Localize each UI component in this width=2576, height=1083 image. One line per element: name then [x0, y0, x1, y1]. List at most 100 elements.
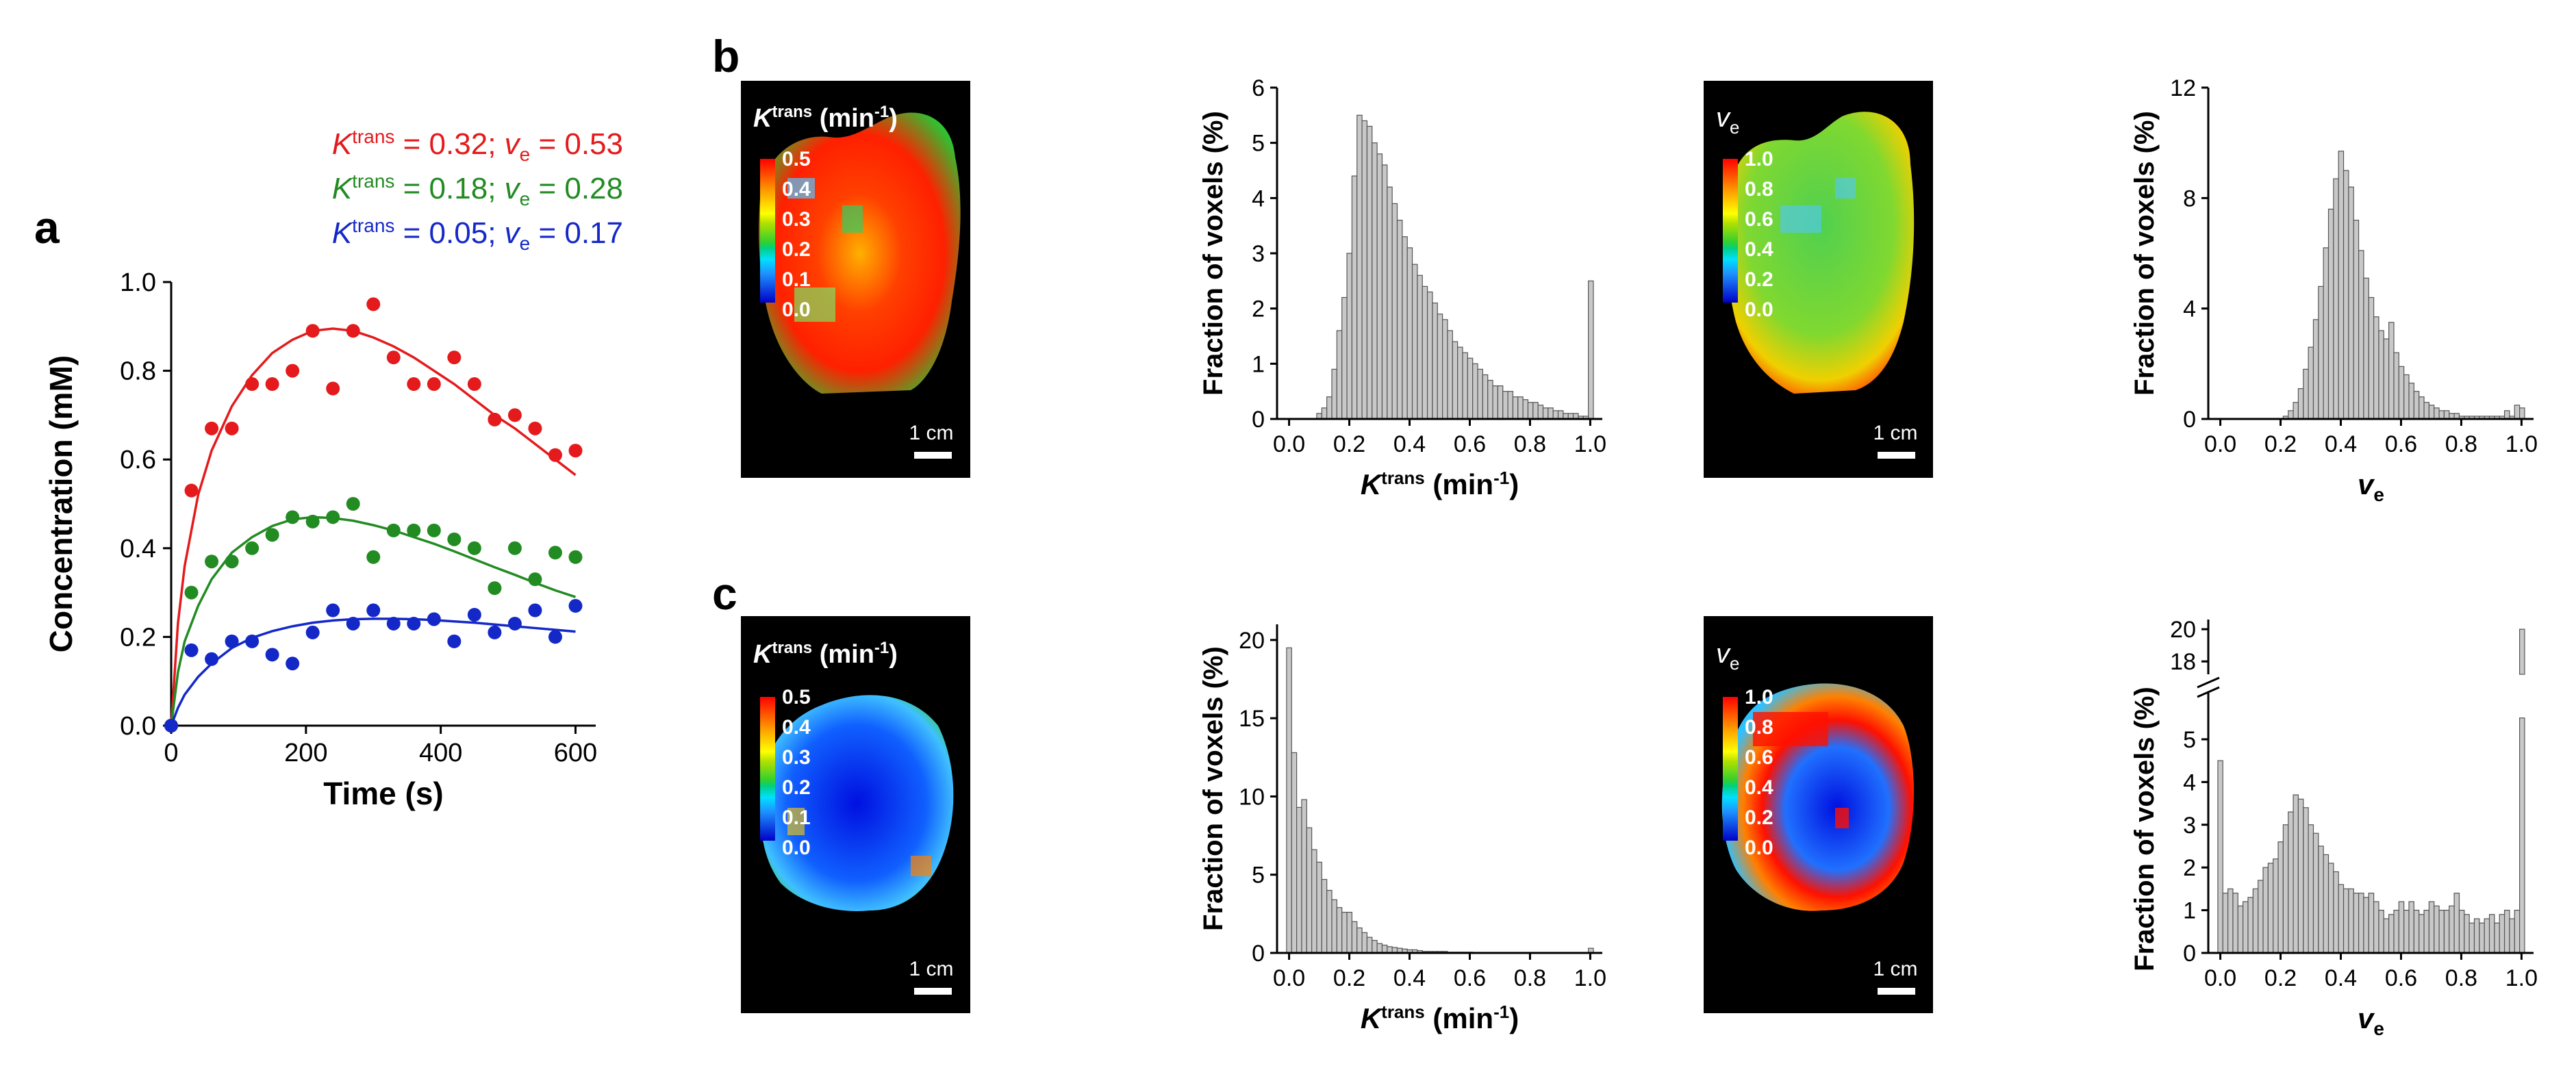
- scale-label: 0.2: [782, 238, 811, 261]
- histogram-bar: [2413, 391, 2420, 420]
- histogram-bar: [1372, 940, 1378, 954]
- histogram-bar: [2297, 388, 2304, 420]
- histogram-bar: [1548, 407, 1554, 420]
- histogram-bar: [1452, 341, 1459, 420]
- histogram-bar: [2247, 897, 2253, 954]
- histogram-bar: [1432, 303, 1438, 420]
- data-point: [184, 585, 199, 600]
- x-tick-label: 0.2: [1333, 431, 1365, 457]
- scale-bar: [914, 452, 952, 459]
- histogram-bar: [2308, 824, 2314, 954]
- histogram-bar: [2243, 901, 2249, 954]
- color-scale-bar: [1723, 697, 1738, 841]
- histogram-bar: [2353, 893, 2360, 954]
- histogram-bar: [2393, 352, 2399, 420]
- histogram-bar: [1542, 407, 1549, 420]
- histogram-bar: [2484, 918, 2490, 954]
- x-axis-label: Time (s): [323, 776, 444, 811]
- x-tick-label: 0.4: [1393, 965, 1426, 991]
- data-point: [407, 523, 421, 537]
- histogram-bar: [1492, 385, 1499, 420]
- histogram-bar: [1527, 402, 1534, 420]
- histogram-bar: [1306, 827, 1313, 954]
- panel-label-b: b: [712, 31, 740, 81]
- histogram-bar: [1326, 396, 1333, 420]
- histogram-bar: [2428, 901, 2435, 954]
- data-point: [366, 603, 381, 617]
- histogram-bar: [2348, 888, 2354, 954]
- histogram-bar: [2419, 396, 2425, 420]
- histogram-bar-upper: [2519, 628, 2525, 675]
- x-tick-label: 0.2: [2264, 965, 2297, 991]
- data-point: [265, 528, 279, 542]
- y-tick-label: 2: [2183, 855, 2196, 881]
- histogram-bar: [2368, 296, 2375, 420]
- scale-bar-label: 1 cm: [1873, 422, 1917, 444]
- data-point: [164, 719, 178, 732]
- legend-entry-green: Ktrans = 0.18; ve = 0.28: [332, 170, 623, 209]
- histogram-bar: [1291, 752, 1298, 954]
- histogram-bar: [1326, 889, 1333, 954]
- panel-label-c: c: [712, 568, 737, 619]
- histogram-bar: [2503, 909, 2510, 954]
- data-point: [447, 351, 462, 365]
- histogram-bar: [2323, 854, 2329, 954]
- histogram-bar: [1331, 368, 1337, 420]
- data-point: [427, 612, 441, 626]
- histogram-bar: [1457, 346, 1463, 420]
- data-point: [205, 421, 219, 435]
- x-tick-label: 0.2: [1333, 965, 1365, 991]
- histogram-bar: [1311, 849, 1317, 954]
- histogram-bar: [2303, 807, 2309, 954]
- histogram-bar: [1381, 164, 1388, 420]
- data-point: [205, 555, 219, 569]
- data-point: [265, 377, 279, 392]
- data-point: [467, 541, 481, 555]
- data-point: [286, 657, 300, 671]
- histogram-bar: [1351, 921, 1358, 954]
- histogram-bar: [1351, 175, 1358, 420]
- histogram-bar: [2282, 824, 2289, 954]
- histogram-bar: [2288, 811, 2294, 954]
- data-point: [488, 581, 502, 596]
- histogram-bar: [2277, 841, 2284, 954]
- histogram-bar: [1437, 314, 1443, 420]
- histogram-bar: [2258, 880, 2264, 954]
- histogram-bar: [1361, 120, 1368, 420]
- histogram-bar: [2378, 909, 2384, 954]
- scale-label: 0.8: [1745, 178, 1773, 201]
- histogram-bar: [2327, 208, 2334, 420]
- tumor-map: [1725, 112, 1915, 394]
- data-point: [407, 616, 421, 630]
- y-tick-label: 15: [1239, 706, 1265, 732]
- histogram-bar: [1336, 907, 1343, 954]
- histogram-bar: [2312, 319, 2319, 420]
- histogram-bar: [2419, 914, 2425, 954]
- histogram-bar: [2383, 338, 2390, 420]
- y-tick-label: 0: [1252, 941, 1265, 967]
- histogram-bar: [2323, 247, 2329, 420]
- histogram-bar: [1487, 379, 1493, 420]
- histogram-bar: [1442, 319, 1448, 420]
- histogram-bar: [2288, 410, 2294, 420]
- histogram-bar: [2509, 918, 2515, 954]
- histogram-bar: [2434, 407, 2440, 420]
- histogram-bar: [2333, 871, 2339, 954]
- data-point: [305, 625, 320, 639]
- histogram-bar: [2423, 402, 2430, 420]
- data-point: [447, 532, 462, 546]
- data-point: [467, 608, 481, 622]
- x-tick-label: 1.0: [2505, 965, 2538, 991]
- histogram-bar: [2358, 250, 2364, 420]
- data-point: [245, 377, 260, 392]
- data-point: [184, 483, 199, 498]
- histogram-bar: [1346, 253, 1353, 420]
- histogram-bar: [2343, 170, 2349, 420]
- histogram-bar: [1522, 399, 1529, 420]
- scale-bar: [1878, 452, 1915, 459]
- scale-label: 0.4: [782, 178, 811, 201]
- y-axis-label: Concentration (mM): [43, 355, 79, 652]
- data-point: [286, 510, 300, 524]
- x-tick-label: 0.0: [1273, 965, 1305, 991]
- data-point: [427, 377, 441, 392]
